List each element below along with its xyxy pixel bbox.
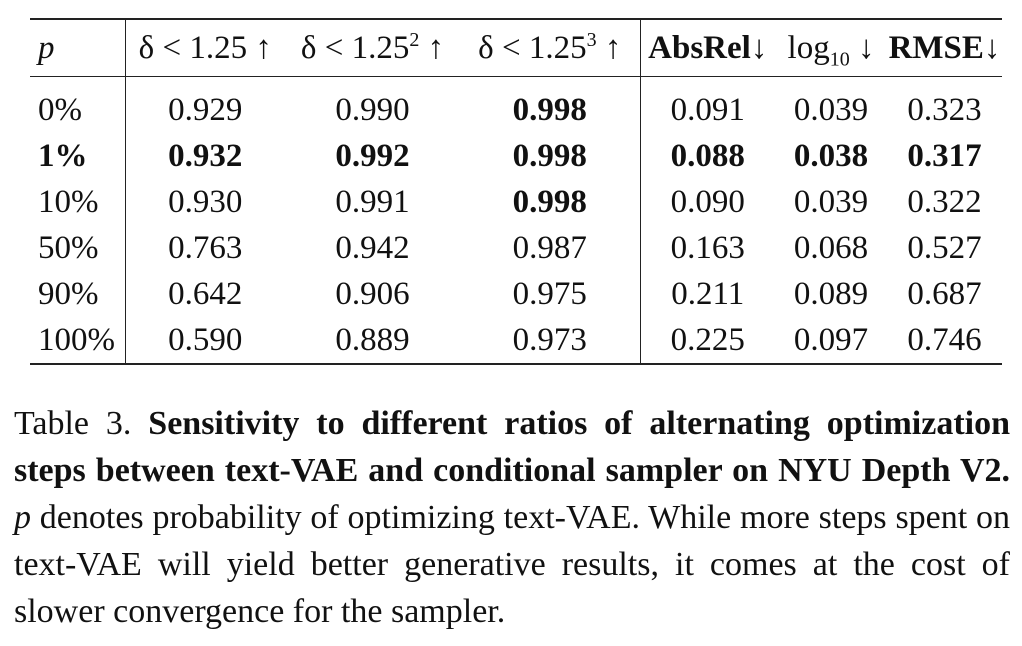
cell-absrel: 0.088 <box>670 138 745 174</box>
cell-d1: 0.929 <box>168 92 243 128</box>
table-caption: Table 3. Sensitivity to different ratios… <box>14 400 1010 635</box>
table-header-row: p δ < 1.25 ↑ δ < 1.252 ↑ δ < 1.253 ↑ Abs… <box>30 19 1002 77</box>
header-delta2-base: δ < 1.25 <box>300 30 410 66</box>
cell-d1: 0.930 <box>168 184 243 220</box>
cell-absrel: 0.225 <box>670 322 745 358</box>
cell-rmse: 0.317 <box>907 138 982 174</box>
table-row: 1% 0.932 0.992 0.998 0.088 0.038 0.317 <box>30 133 1002 179</box>
header-delta3-arrow: ↑ <box>596 30 622 66</box>
cell-d2: 0.990 <box>335 92 410 128</box>
cell-rmse: 0.746 <box>907 322 982 358</box>
cell-d2: 0.942 <box>335 230 410 266</box>
header-log10-sub: 10 <box>829 48 850 71</box>
header-delta2-arrow: ↑ <box>419 30 445 66</box>
cell-log10: 0.097 <box>793 322 869 358</box>
results-table-container: p δ < 1.25 ↑ δ < 1.252 ↑ δ < 1.253 ↑ Abs… <box>30 18 1002 365</box>
cell-p: 1% <box>30 133 126 179</box>
cell-log10: 0.038 <box>793 138 869 174</box>
cell-p: 50% <box>30 225 126 271</box>
cell-log10: 0.089 <box>793 276 869 312</box>
header-delta3: δ < 1.253 ↑ <box>460 19 641 77</box>
header-delta3-base: δ < 1.25 <box>478 30 587 66</box>
header-absrel: AbsRel↓ <box>648 30 768 66</box>
table-row: 10% 0.930 0.991 0.998 0.090 0.039 0.322 <box>30 179 1002 225</box>
cell-rmse: 0.527 <box>907 230 982 266</box>
cell-p: 100% <box>30 317 126 364</box>
cell-d3: 0.973 <box>460 317 641 364</box>
header-delta2: δ < 1.252 ↑ <box>285 19 460 77</box>
cell-rmse: 0.323 <box>907 92 982 128</box>
cell-d2: 0.906 <box>335 276 410 312</box>
cell-absrel: 0.091 <box>670 92 745 128</box>
header-delta2-exp: 2 <box>409 29 420 51</box>
table-row: 0% 0.929 0.990 0.998 0.091 0.039 0.323 <box>30 76 1002 133</box>
header-p: p <box>30 19 126 77</box>
caption-body: denotes probability of optimizing text-V… <box>14 499 1011 630</box>
cell-log10: 0.039 <box>793 92 869 128</box>
cell-d1: 0.763 <box>168 230 243 266</box>
cell-p: 10% <box>30 179 126 225</box>
cell-d2: 0.992 <box>335 138 410 174</box>
cell-d2: 0.991 <box>335 184 410 220</box>
cell-absrel: 0.163 <box>670 230 745 266</box>
header-rmse: RMSE↓ <box>888 30 1001 66</box>
cell-rmse: 0.322 <box>907 184 982 220</box>
cell-d1: 0.642 <box>168 276 243 312</box>
header-log10: log10 ↓ <box>775 19 887 77</box>
header-delta3-exp: 3 <box>586 29 597 51</box>
cell-p: 0% <box>30 76 126 133</box>
cell-d3: 0.998 <box>460 179 641 225</box>
table-row: 90% 0.642 0.906 0.975 0.211 0.089 0.687 <box>30 271 1002 317</box>
caption-variable: p <box>14 499 31 536</box>
cell-p: 90% <box>30 271 126 317</box>
cell-d1: 0.590 <box>168 322 243 358</box>
cell-log10: 0.068 <box>793 230 869 266</box>
results-table: p δ < 1.25 ↑ δ < 1.252 ↑ δ < 1.253 ↑ Abs… <box>30 18 1002 365</box>
cell-d3: 0.975 <box>460 271 641 317</box>
header-delta1: δ < 1.25 ↑ <box>138 30 272 66</box>
cell-d3: 0.998 <box>460 133 641 179</box>
caption-label: Table 3. <box>14 405 132 442</box>
caption-title: Sensitivity to different ratios of alter… <box>14 405 1010 489</box>
cell-log10: 0.039 <box>793 184 869 220</box>
cell-d2: 0.889 <box>335 322 410 358</box>
table-row: 50% 0.763 0.942 0.987 0.163 0.068 0.527 <box>30 225 1002 271</box>
cell-d3: 0.987 <box>460 225 641 271</box>
cell-d3: 0.998 <box>460 76 641 133</box>
table-row: 100% 0.590 0.889 0.973 0.225 0.097 0.746 <box>30 317 1002 364</box>
cell-absrel: 0.090 <box>670 184 745 220</box>
header-log10-base: log <box>787 30 830 66</box>
cell-absrel: 0.211 <box>671 276 745 312</box>
header-log10-arrow: ↓ <box>849 30 875 66</box>
cell-d1: 0.932 <box>168 138 243 174</box>
cell-rmse: 0.687 <box>907 276 982 312</box>
